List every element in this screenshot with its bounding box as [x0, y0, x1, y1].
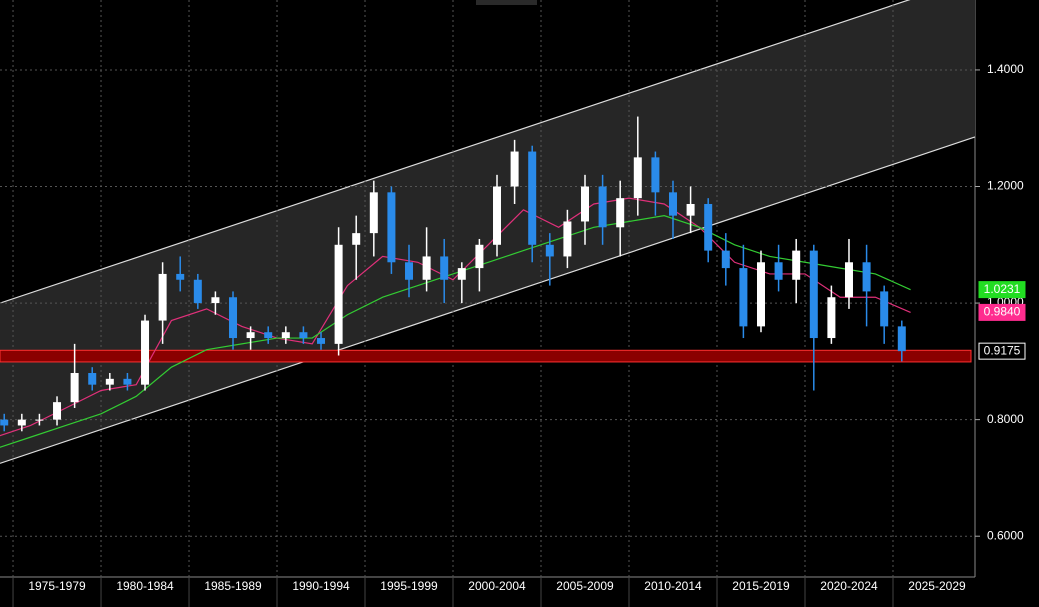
- y-tick-label: 1.2000: [987, 179, 1024, 193]
- x-tick-label: 1990-1994: [292, 579, 350, 593]
- price-tag: [978, 342, 1026, 360]
- channel-line: [0, 136, 976, 464]
- candle-body: [792, 250, 801, 280]
- candle-body: [880, 291, 889, 327]
- price-tag-label: 1.0231: [984, 282, 1021, 296]
- candle-body: [510, 151, 519, 187]
- channel-fill: [0, 0, 975, 464]
- candle-body: [563, 221, 572, 257]
- candle-body: [53, 402, 62, 420]
- candle-body: [668, 192, 677, 216]
- candle-body: [844, 262, 853, 298]
- candle-body: [721, 250, 730, 269]
- candle-body: [493, 186, 502, 245]
- x-tick-label: 2000-2004: [468, 579, 526, 593]
- candle-body: [246, 332, 255, 339]
- x-tick-label: 1980-1984: [116, 579, 174, 593]
- candle-body: [809, 250, 818, 339]
- x-tick-label: 1975-1979: [28, 579, 86, 593]
- candle-body: [17, 419, 26, 426]
- candle-body: [581, 186, 589, 222]
- candle-body: [528, 151, 537, 245]
- channel-line: [0, 0, 911, 304]
- candle-body: [264, 332, 273, 339]
- candle-body: [387, 192, 396, 263]
- candle-body: [299, 332, 308, 339]
- candle-body: [774, 262, 783, 280]
- y-tick-label: 0.6000: [987, 528, 1024, 542]
- candle-body: [545, 244, 554, 257]
- candle-body: [827, 297, 836, 339]
- candle-body: [281, 332, 290, 339]
- candle-body: [862, 262, 871, 292]
- candle-body: [105, 378, 114, 385]
- candle-body: [158, 273, 167, 321]
- y-tick-label: 0.8000: [987, 412, 1024, 426]
- candle-body: [686, 203, 695, 216]
- candle-body: [616, 198, 625, 228]
- price-tag-label: 0.9175: [984, 343, 1021, 357]
- candle-body: [598, 186, 607, 228]
- x-tick-label: 2015-2019: [732, 579, 790, 593]
- candle-body: [352, 233, 361, 245]
- candle-body: [35, 419, 44, 421]
- candle-body: [193, 279, 202, 304]
- price-tag: [978, 281, 1026, 299]
- moving-average: [0, 215, 911, 448]
- top-tab: [476, 0, 537, 5]
- x-tick-label: 2020-2024: [820, 579, 878, 593]
- candle-body: [739, 268, 748, 327]
- candle-body: [756, 262, 765, 327]
- candle-body: [405, 262, 414, 280]
- candle-body: [440, 256, 449, 280]
- price-tag: [978, 303, 1026, 321]
- candle-body: [141, 320, 150, 385]
- candle-body: [229, 297, 238, 339]
- x-tick-label: 2010-2014: [644, 579, 702, 593]
- x-tick-label: 2005-2009: [556, 579, 614, 593]
- candle-body: [457, 268, 466, 280]
- candle-body: [211, 297, 220, 304]
- candle-body: [88, 373, 97, 385]
- candle-body: [633, 157, 642, 199]
- candle-body: [475, 244, 484, 269]
- candle-body: [176, 273, 185, 280]
- candle-body: [704, 203, 713, 251]
- candle-body: [317, 338, 326, 344]
- y-tick-label: 1.4000: [987, 62, 1024, 76]
- price-tag-label: 0.9840: [984, 305, 1021, 319]
- candle-body: [70, 373, 79, 403]
- candle-body: [369, 192, 378, 234]
- x-tick-label: 1985-1989: [204, 579, 262, 593]
- candle-body: [123, 378, 132, 385]
- support-band: [0, 349, 972, 363]
- candle-body: [651, 157, 660, 193]
- x-tick-label: 2025-2029: [908, 579, 966, 593]
- candle-body: [422, 256, 431, 280]
- candle-body: [0, 419, 9, 426]
- candle-body: [334, 244, 343, 344]
- x-tick-label: 1995-1999: [380, 579, 438, 593]
- candle-body: [897, 326, 906, 352]
